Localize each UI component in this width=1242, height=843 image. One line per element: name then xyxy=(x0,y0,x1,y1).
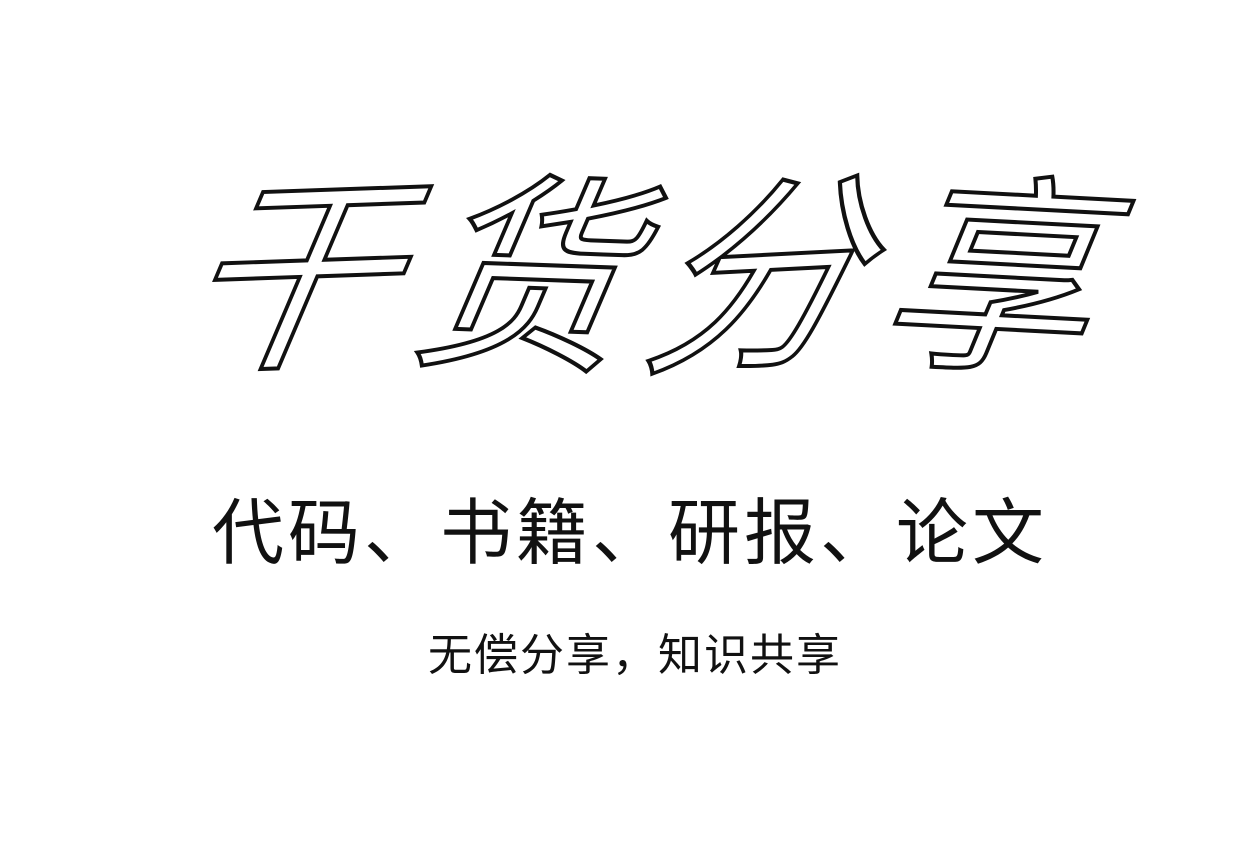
calligraphy-char-huo: 货 xyxy=(395,151,651,407)
tagline: 无偿分享，知识共享 xyxy=(428,630,842,681)
calligraphy-title: 干 货 分 享 xyxy=(161,130,1116,430)
subtitle: 代码、书籍、研报、论文 xyxy=(212,491,1049,575)
calligraphy-char-fen: 分 xyxy=(624,150,889,410)
calligraphy-char-gan: 干 xyxy=(161,151,420,407)
calligraphy-char-xiang: 享 xyxy=(865,150,1116,410)
